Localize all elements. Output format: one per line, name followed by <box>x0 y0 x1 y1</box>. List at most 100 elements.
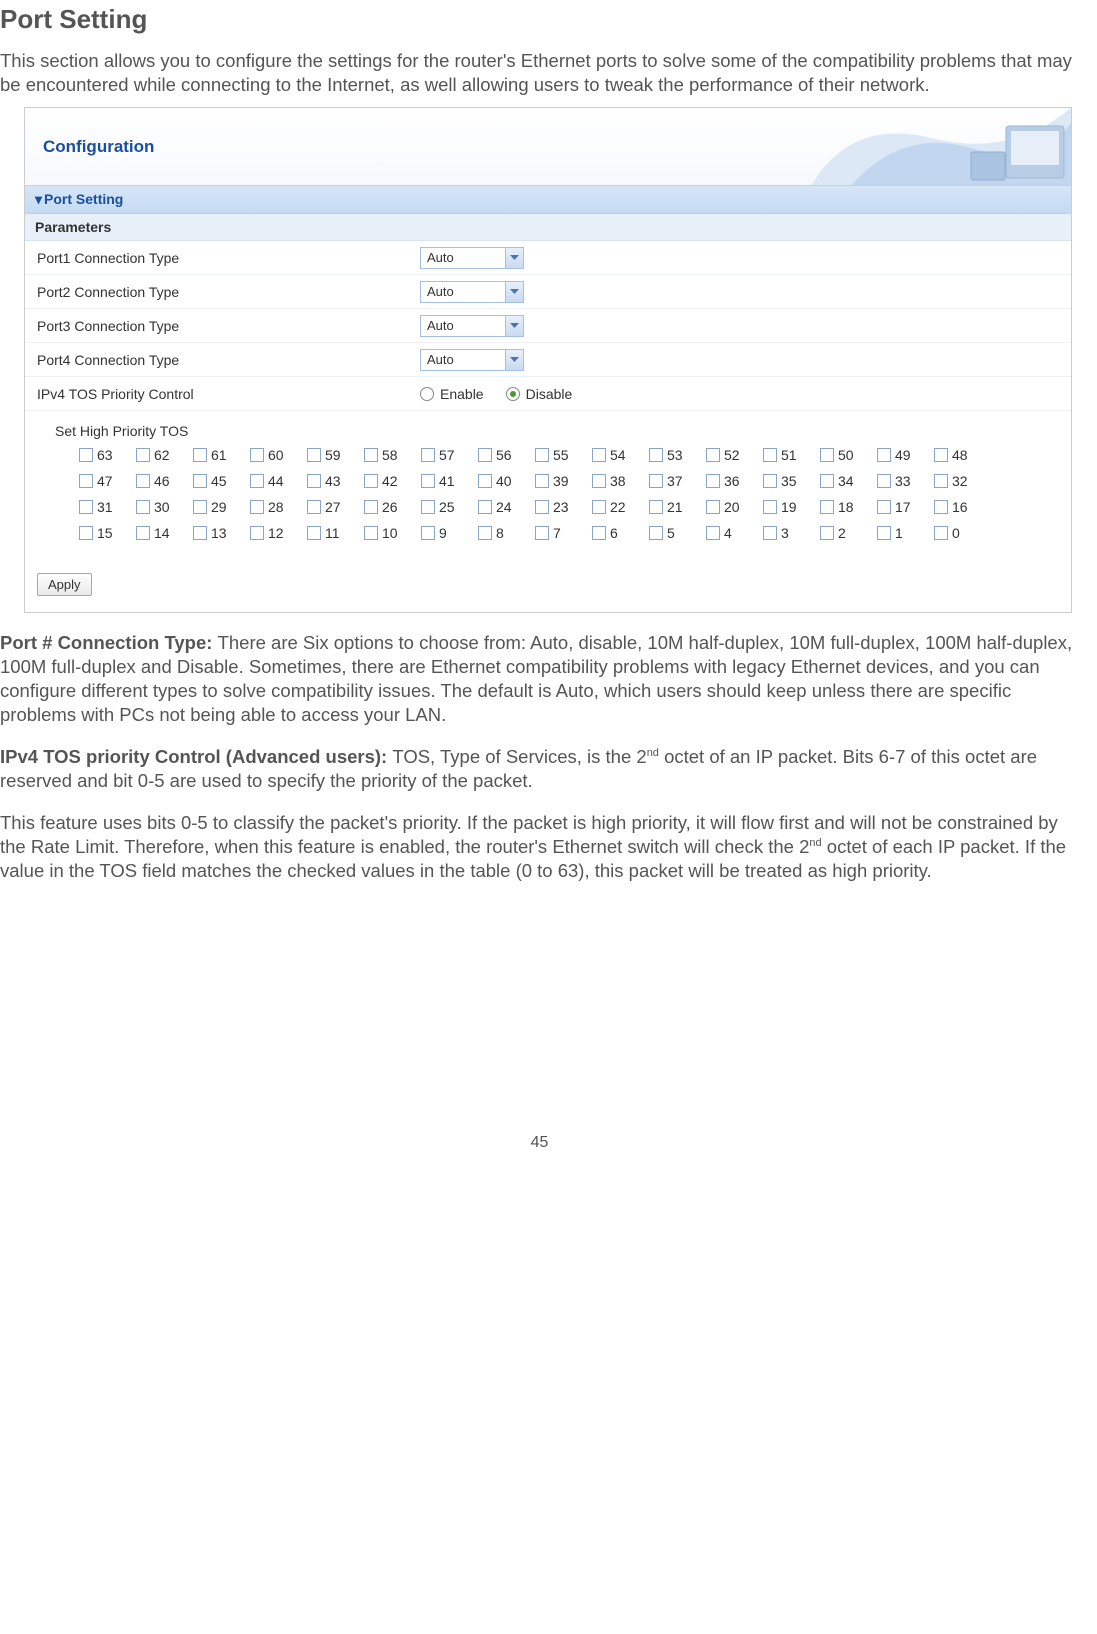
tos-checkbox-30[interactable] <box>136 500 150 514</box>
tos-checkbox-63[interactable] <box>79 448 93 462</box>
tos-cell-32: 32 <box>934 473 991 489</box>
tos-checkbox-31[interactable] <box>79 500 93 514</box>
tos-number: 38 <box>610 473 626 489</box>
tos-number: 51 <box>781 447 797 463</box>
tos-cell-61: 61 <box>193 447 250 463</box>
tos-cell-19: 19 <box>763 499 820 515</box>
tos-checkbox-15[interactable] <box>79 526 93 540</box>
tos-checkbox-26[interactable] <box>364 500 378 514</box>
tos-checkbox-36[interactable] <box>706 474 720 488</box>
tos-checkbox-61[interactable] <box>193 448 207 462</box>
tos-cell-3: 3 <box>763 525 820 541</box>
tos-checkbox-9[interactable] <box>421 526 435 540</box>
tos-checkbox-33[interactable] <box>877 474 891 488</box>
tos-enable-radio[interactable] <box>420 387 434 401</box>
tos-number: 24 <box>496 499 512 515</box>
tos-checkbox-48[interactable] <box>934 448 948 462</box>
tos-number: 43 <box>325 473 341 489</box>
tos-checkbox-29[interactable] <box>193 500 207 514</box>
tos-cell-44: 44 <box>250 473 307 489</box>
port4-select[interactable]: Auto <box>420 349 524 371</box>
tos-checkbox-58[interactable] <box>364 448 378 462</box>
tos-checkbox-13[interactable] <box>193 526 207 540</box>
tos-cell-21: 21 <box>649 499 706 515</box>
tos-checkbox-23[interactable] <box>535 500 549 514</box>
tos-checkbox-20[interactable] <box>706 500 720 514</box>
tos-checkbox-53[interactable] <box>649 448 663 462</box>
tos-checkbox-62[interactable] <box>136 448 150 462</box>
tos-checkbox-24[interactable] <box>478 500 492 514</box>
tos-checkbox-1[interactable] <box>877 526 891 540</box>
apply-button[interactable]: Apply <box>37 573 92 596</box>
tos-checkbox-52[interactable] <box>706 448 720 462</box>
tos-checkbox-16[interactable] <box>934 500 948 514</box>
tos-number: 36 <box>724 473 740 489</box>
tos-checkbox-21[interactable] <box>649 500 663 514</box>
tos-checkbox-46[interactable] <box>136 474 150 488</box>
port2-select[interactable]: Auto <box>420 281 524 303</box>
tos-number: 21 <box>667 499 683 515</box>
port3-select[interactable]: Auto <box>420 315 524 337</box>
tos-checkbox-45[interactable] <box>193 474 207 488</box>
tos-cell-38: 38 <box>592 473 649 489</box>
tos-checkbox-38[interactable] <box>592 474 606 488</box>
tos-checkbox-28[interactable] <box>250 500 264 514</box>
tos-checkbox-55[interactable] <box>535 448 549 462</box>
tos-checkbox-12[interactable] <box>250 526 264 540</box>
tos-checkbox-57[interactable] <box>421 448 435 462</box>
section-bar[interactable]: ▾Port Setting <box>25 186 1071 214</box>
tos-checkbox-18[interactable] <box>820 500 834 514</box>
tos-checkbox-3[interactable] <box>763 526 777 540</box>
tos-disable-radio[interactable] <box>506 387 520 401</box>
tos-checkbox-56[interactable] <box>478 448 492 462</box>
tos-checkbox-14[interactable] <box>136 526 150 540</box>
tos-checkbox-54[interactable] <box>592 448 606 462</box>
tos-number: 59 <box>325 447 341 463</box>
parameters-heading: Parameters <box>25 214 1071 241</box>
tos-checkbox-10[interactable] <box>364 526 378 540</box>
tos-checkbox-0[interactable] <box>934 526 948 540</box>
tos-checkbox-43[interactable] <box>307 474 321 488</box>
tos-checkbox-51[interactable] <box>763 448 777 462</box>
tos-checkbox-59[interactable] <box>307 448 321 462</box>
tos-checkbox-5[interactable] <box>649 526 663 540</box>
tos-checkbox-35[interactable] <box>763 474 777 488</box>
tos-checkbox-44[interactable] <box>250 474 264 488</box>
tos-checkbox-49[interactable] <box>877 448 891 462</box>
tos-checkbox-42[interactable] <box>364 474 378 488</box>
tos-checkbox-22[interactable] <box>592 500 606 514</box>
tos-checkbox-25[interactable] <box>421 500 435 514</box>
tos-checkbox-50[interactable] <box>820 448 834 462</box>
tos-number: 18 <box>838 499 854 515</box>
tos-checkbox-2[interactable] <box>820 526 834 540</box>
tos-priority-row: IPv4 TOS Priority Control Enable Disable <box>25 377 1071 411</box>
tos-checkbox-32[interactable] <box>934 474 948 488</box>
tos-row: 63626160595857565554535251504948 <box>79 447 1071 463</box>
tos-checkbox-34[interactable] <box>820 474 834 488</box>
tos-checkbox-8[interactable] <box>478 526 492 540</box>
tos-checkbox-4[interactable] <box>706 526 720 540</box>
tos-checkbox-60[interactable] <box>250 448 264 462</box>
tos-cell-7: 7 <box>535 525 592 541</box>
p2-bold: IPv4 TOS priority Control (Advanced user… <box>0 746 392 767</box>
tos-number: 45 <box>211 473 227 489</box>
tos-checkbox-41[interactable] <box>421 474 435 488</box>
tos-checkbox-37[interactable] <box>649 474 663 488</box>
tos-checkbox-7[interactable] <box>535 526 549 540</box>
tos-checkbox-39[interactable] <box>535 474 549 488</box>
tos-checkbox-19[interactable] <box>763 500 777 514</box>
tos-cell-40: 40 <box>478 473 535 489</box>
chevron-down-icon <box>505 350 523 370</box>
tos-disable-label: Disable <box>526 386 573 402</box>
tos-checkbox-47[interactable] <box>79 474 93 488</box>
tos-checkbox-6[interactable] <box>592 526 606 540</box>
port-row-label: Port4 Connection Type <box>25 352 420 368</box>
port1-select[interactable]: Auto <box>420 247 524 269</box>
tos-number: 56 <box>496 447 512 463</box>
tos-checkbox-27[interactable] <box>307 500 321 514</box>
tos-checkbox-40[interactable] <box>478 474 492 488</box>
paragraph-tos-explain: This feature uses bits 0-5 to classify t… <box>0 811 1079 883</box>
tos-cell-22: 22 <box>592 499 649 515</box>
tos-checkbox-17[interactable] <box>877 500 891 514</box>
tos-checkbox-11[interactable] <box>307 526 321 540</box>
